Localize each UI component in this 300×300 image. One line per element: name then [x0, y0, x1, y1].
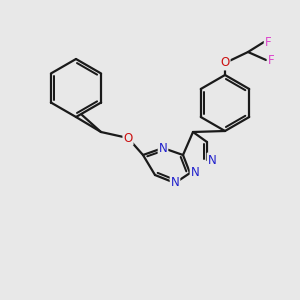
Text: N: N — [208, 154, 216, 166]
Text: O: O — [123, 131, 133, 145]
Text: F: F — [268, 53, 274, 67]
Text: F: F — [265, 35, 271, 49]
Text: N: N — [171, 176, 179, 190]
Text: O: O — [220, 56, 230, 70]
Text: N: N — [190, 167, 200, 179]
Text: N: N — [159, 142, 167, 154]
